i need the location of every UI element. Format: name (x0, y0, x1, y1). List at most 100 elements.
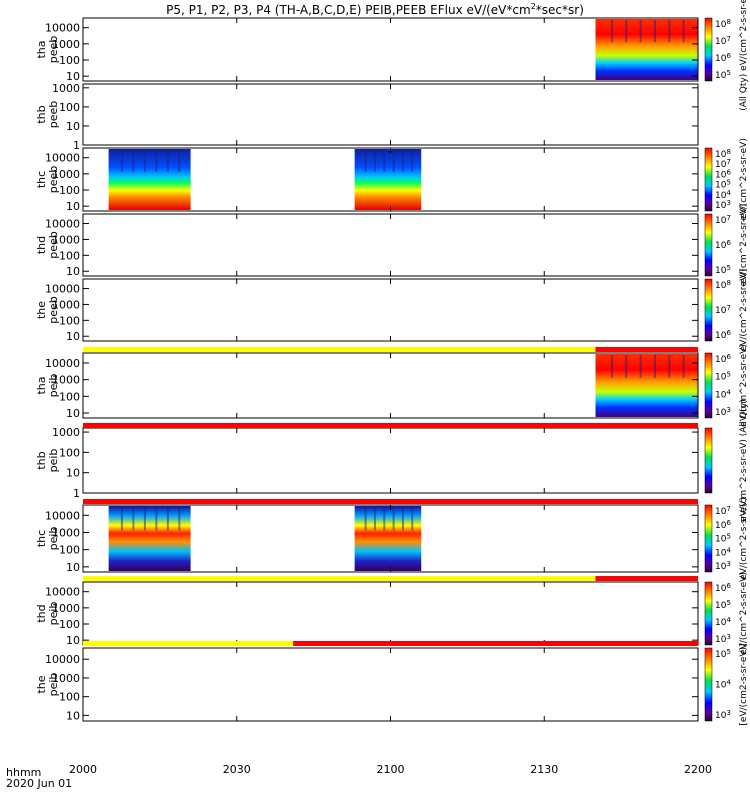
spectrogram-texture-tha-peib-0-0 (610, 355, 613, 378)
colorbar-label-thd-peeb: eV/(cm^2-s-sr-eV) (739, 204, 749, 287)
colorbar-tick-exp-thd-peib-3: 3 (726, 633, 730, 641)
spectrogram-texture-tha-peib-0-4 (668, 355, 671, 378)
ylabel-tha-peib-0: tha (35, 376, 48, 394)
ylabel-thd-peeb-0: thd (35, 236, 48, 254)
panel-the-peeb: 10000 1000 100 10 the peeb 108 107 106 eV/(cm^2-s… (35, 269, 749, 352)
colorbar-label-thd-peib: eV/(cm^2-s-sr-eV) (739, 572, 749, 655)
ylabel-thc-peeb-0: thc (35, 171, 48, 188)
panel-frame-thb-peeb (82, 83, 699, 146)
ytick-label-thb-peib-2: 10 (66, 467, 80, 480)
xtick-label-0: 2000 (69, 763, 97, 776)
colorbar-tick-the-peib-1: 104 (715, 679, 731, 691)
ytick-label-thb-peib-1: 100 (59, 446, 80, 459)
ytick-label-the-peeb-0: 10000 (45, 283, 80, 296)
xtick-label-1: 2030 (223, 763, 251, 776)
ytick-label-tha-peib-0: 10000 (45, 357, 80, 370)
ytick-label-the-peeb-3: 10 (66, 330, 80, 343)
spectrogram-texture-thc-peeb-1-1 (373, 150, 376, 173)
colorbar-tick-thc-peib-3: 104 (715, 546, 731, 558)
ylabel-thb-peeb-0: thb (35, 105, 48, 123)
xtick-label-2: 2100 (377, 763, 405, 776)
spectrogram-texture-thc-peeb-1-2 (383, 150, 386, 173)
colorbar-tick-exp-tha-peib-0: 6 (726, 353, 731, 361)
panel-frame-the-peeb (82, 278, 699, 342)
mode-bar-1-segment-0 (83, 423, 698, 428)
panel-frame-thb-peib (82, 427, 699, 494)
ylabel-the-peeb-0: the (35, 301, 48, 319)
colorbar-tick-exp-tha-peeb-1: 7 (726, 35, 730, 43)
spectrogram-texture-tha-peib-0-5 (682, 355, 685, 378)
spectrogram-texture-thc-peib-1-1 (373, 507, 376, 531)
spectrogram-texture-thc-peib-0-1 (132, 507, 135, 531)
ytick-label-tha-peeb-3: 10 (66, 70, 80, 83)
spectrogram-texture-thc-peib-1-5 (411, 507, 414, 531)
colorbar-tick-the-peib-0: 105 (715, 648, 731, 660)
spectrogram-texture-thc-peib-1-2 (383, 507, 386, 531)
ytick-label-the-peib-0: 10000 (45, 653, 80, 666)
ylabel-thb-peib-0: thb (35, 451, 48, 469)
ytick-label-thd-peeb-1: 1000 (52, 233, 80, 246)
colorbar-tick-exp-thc-peeb-1: 7 (726, 158, 730, 166)
ylabel-the-peeb-1: peeb (47, 296, 60, 324)
ytick-label-thd-peeb-2: 100 (59, 249, 80, 262)
ylabel-the-peib-1: peib (47, 673, 60, 697)
spectrogram-texture-tha-peeb-0-1 (625, 20, 628, 43)
colorbar-tick-tha-peeb-1: 107 (715, 35, 731, 47)
colorbar-label-tha-peeb: (All Qty) eV/(cm^2-s-sr-eV) (739, 0, 749, 111)
colorbar-tick-exp-thc-peib-2: 5 (726, 533, 730, 541)
spectrogram-texture-thc-peib-0-4 (166, 507, 169, 531)
ylabel-tha-peeb-0: tha (35, 40, 48, 58)
ytick-label-the-peib-2: 100 (59, 691, 80, 704)
colorbar-tick-exp-thd-peib-2: 4 (726, 616, 731, 624)
colorbar-tick-exp-tha-peib-1: 5 (726, 371, 730, 379)
spectrogram-texture-thc-peeb-1-4 (401, 150, 404, 173)
colorbar-tick-exp-tha-peib-2: 4 (726, 388, 731, 396)
colorbar-tick-thc-peib-1: 106 (715, 519, 731, 531)
ylabel-thd-peib-0: thd (35, 604, 48, 622)
ytick-label-thd-peib-0: 10000 (45, 586, 80, 599)
ylabel-thb-peib-1: peib (47, 449, 60, 473)
colorbar-tick-exp-the-peib-2: 3 (726, 709, 730, 717)
ytick-label-thb-peeb-3: 1 (73, 139, 80, 152)
colorbar-thd-peeb (704, 213, 713, 277)
colorbar-tick-thd-peib-1: 105 (715, 599, 731, 611)
spectrogram-texture-thc-peib-1-4 (401, 507, 404, 531)
colorbar-tick-the-peeb-0: 108 (715, 279, 731, 291)
colorbar-the-peib (704, 647, 713, 722)
spectrogram-texture-thc-peeb-0-5 (178, 150, 181, 173)
colorbar-tick-tha-peib-3: 103 (715, 406, 731, 418)
colorbar-tha-peeb (704, 17, 713, 82)
spectrogram-texture-thc-peib-1-0 (364, 507, 367, 531)
colorbar-tick-the-peeb-1: 107 (715, 304, 731, 316)
spectrogram-texture-thc-peeb-0-2 (143, 150, 146, 173)
spectrogram-texture-thc-peib-0-0 (120, 507, 123, 531)
ytick-label-thd-peib-3: 10 (66, 634, 80, 647)
colorbar-tick-thd-peib-0: 106 (715, 582, 731, 594)
spectrogram-texture-thc-peeb-1-3 (392, 150, 395, 173)
colorbar-tick-exp-thd-peib-0: 6 (726, 582, 731, 590)
spectrogram-texture-tha-peeb-0-2 (639, 20, 642, 43)
spectrogram-texture-thc-peib-1-3 (392, 507, 395, 531)
panel-thb-peeb: 1000 100 10 1 thb peeb (35, 82, 699, 152)
ytick-label-tha-peib-1: 1000 (52, 374, 80, 387)
spectrogram-texture-thc-peib-0-3 (155, 507, 158, 531)
ytick-label-the-peeb-2: 100 (59, 314, 80, 327)
spectrogram-texture-tha-peeb-0-3 (653, 20, 656, 43)
colorbar-tick-thd-peib-3: 103 (715, 633, 731, 645)
ytick-label-thb-peeb-2: 10 (66, 120, 80, 133)
colorbar-label-the-peeb: eV/(cm^2-s-sr-eV) (739, 269, 749, 352)
colorbar-tick-thc-peeb-5: 103 (715, 199, 731, 211)
ylabel-thd-peib-1: peib (47, 602, 60, 626)
spectrogram-texture-tha-peeb-0-4 (668, 20, 671, 43)
colorbar-label-thb-peib: eV/(cm^2-s-sr-eV) (All Qty) (739, 399, 749, 522)
colorbar-tick-exp-the-peeb-1: 7 (726, 304, 730, 312)
ytick-label-thd-peib-1: 1000 (52, 602, 80, 615)
colorbar-tick-the-peib-2: 103 (715, 709, 731, 721)
spectrogram-texture-thc-peeb-0-0 (120, 150, 123, 173)
colorbar-tick-exp-tha-peeb-2: 6 (726, 52, 731, 60)
mode-bar-4-segment-1 (293, 641, 698, 646)
ytick-label-tha-peib-2: 100 (59, 390, 80, 403)
colorbar-label-thc-peeb: eV/(cm^2-s-sr-eV) (739, 138, 749, 221)
colorbar-tick-thd-peib-2: 104 (715, 616, 731, 628)
colorbar-thc-peib (704, 504, 713, 573)
